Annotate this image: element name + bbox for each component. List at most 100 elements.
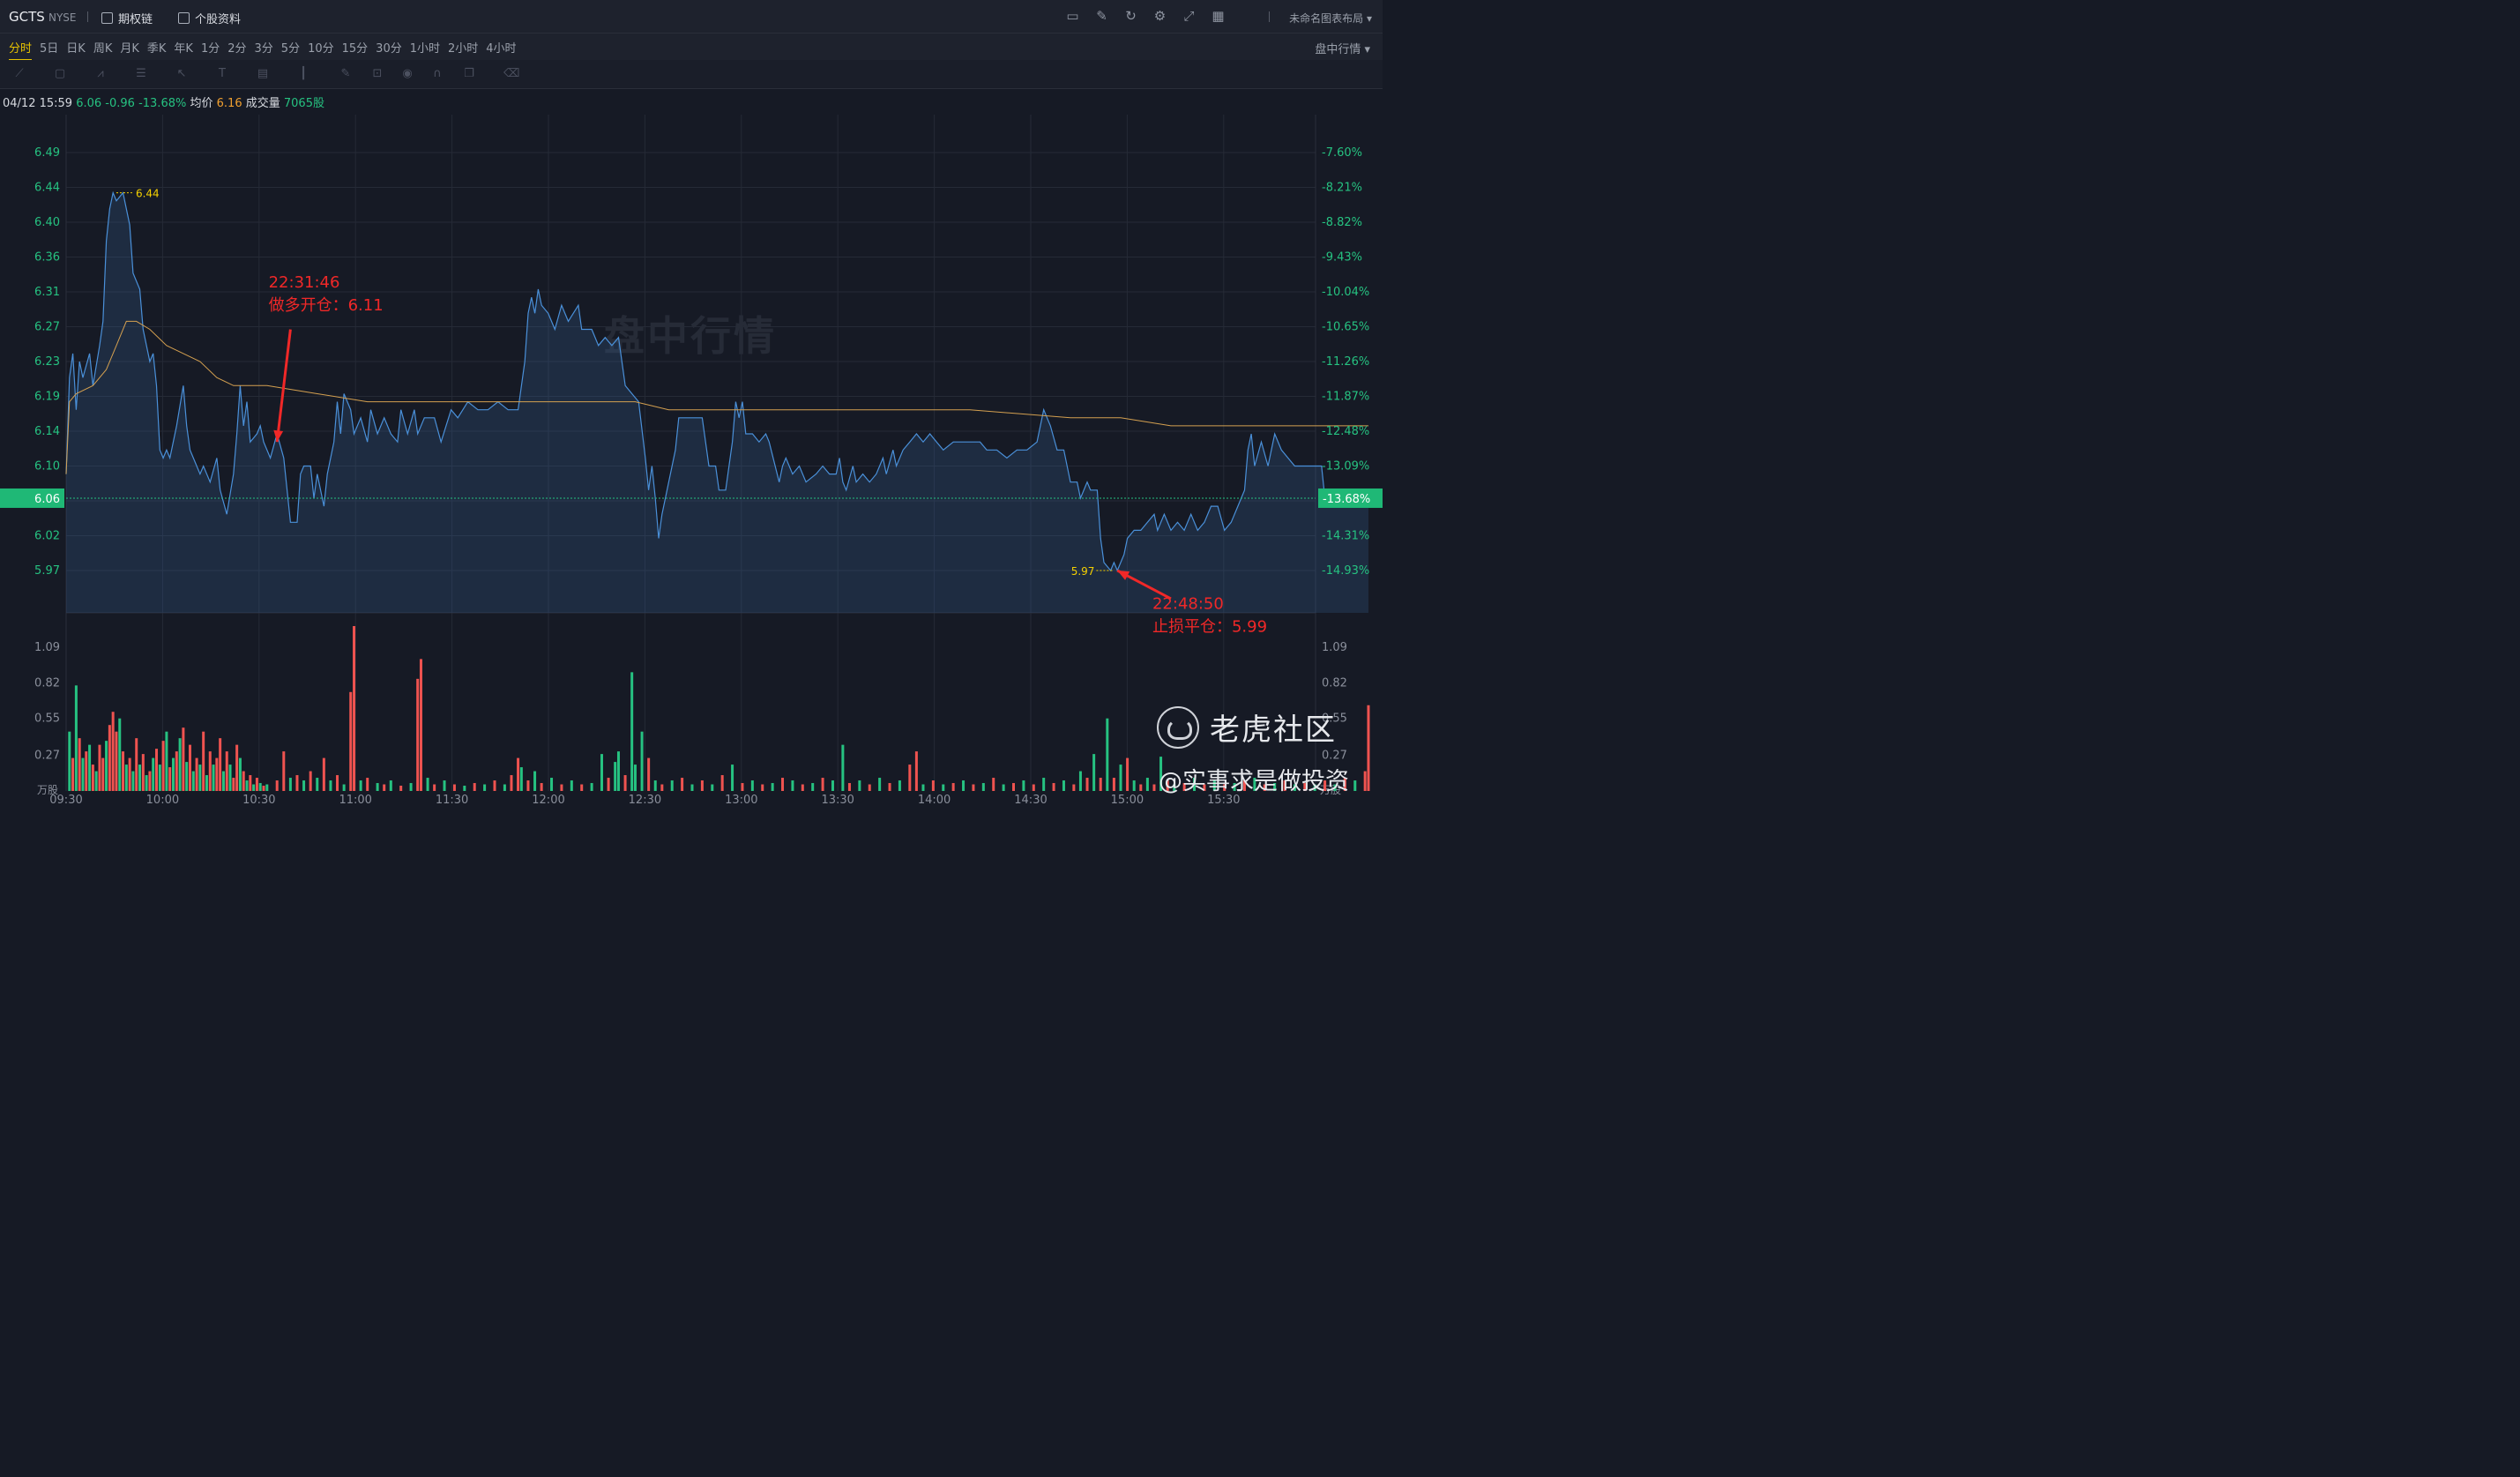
volume-bar	[242, 771, 245, 791]
period-tab[interactable]: 10分	[308, 42, 334, 56]
volume-bar	[519, 767, 523, 791]
volume-bar	[623, 775, 627, 791]
measure-icon[interactable]: ┃	[300, 67, 307, 80]
market-mode-selector[interactable]: 盘中行情 ▾	[1315, 43, 1370, 56]
volume-bar	[182, 727, 185, 791]
volume-bar	[329, 780, 332, 791]
volume-bar	[888, 783, 891, 791]
volume-bar	[316, 778, 319, 791]
rectangle-icon[interactable]: ▢	[54, 67, 66, 80]
volume-bar	[858, 780, 861, 791]
volume-bar	[282, 751, 286, 791]
period-tab[interactable]: 2分	[227, 42, 247, 56]
eye-icon[interactable]: ◉	[402, 67, 413, 80]
time-tick-label: 10:00	[146, 794, 179, 807]
current-price-label: 6.06	[34, 493, 60, 506]
volume-bar	[74, 685, 78, 791]
pencil-icon[interactable]: ✎	[340, 67, 351, 80]
time-tick-label: 14:30	[1014, 794, 1047, 807]
refresh-icon[interactable]: ↻	[1125, 8, 1137, 24]
period-tab[interactable]: 日K	[66, 42, 86, 56]
period-tab[interactable]: 月K	[120, 42, 139, 56]
period-tab[interactable]: 5日	[40, 42, 59, 56]
volume-bar	[245, 780, 249, 791]
grid-layout-icon[interactable]: ▦	[1212, 8, 1225, 24]
ticker-symbol[interactable]: GCTS	[9, 9, 45, 25]
pct-tick-label: -11.26%	[1322, 355, 1369, 369]
volume-bar	[158, 765, 161, 791]
time-tick-label: 15:00	[1111, 794, 1144, 807]
period-tab[interactable]: 2小时	[448, 42, 479, 56]
volume-bar	[510, 775, 513, 791]
wave-icon[interactable]: ⩘	[97, 67, 104, 80]
volume-bar	[660, 784, 664, 791]
volume-bar	[275, 780, 279, 791]
volume-bar	[168, 767, 172, 791]
volume-bar	[517, 757, 520, 791]
pct-tick-label: -9.43%	[1322, 251, 1362, 265]
volume-bar	[847, 783, 851, 791]
volume-bar	[560, 784, 563, 791]
volume-bar	[962, 780, 966, 791]
volume-bar	[349, 691, 353, 791]
volume-bar	[452, 784, 456, 791]
magnet-icon[interactable]: ∩	[433, 67, 442, 80]
period-tab[interactable]: 1分	[200, 42, 220, 56]
volume-bar	[1333, 784, 1337, 791]
volume-bar	[122, 751, 125, 791]
author-handle: @实事求是做投资	[1159, 768, 1349, 795]
volume-bar	[781, 778, 785, 791]
period-tab[interactable]: 4小时	[486, 42, 517, 56]
top-bar: GCTS NYSE 期权链 个股资料 ▭ ✎ ↻ ⚙ ⤢ ▦ 未命名图表布局 ▾	[0, 0, 1383, 34]
period-tab[interactable]: 季K	[146, 42, 167, 56]
brand-watermark: 老虎社区	[1157, 705, 1337, 749]
intraday-chart[interactable]: 盘中行情 6.49 6.44 6.40 6.36 6.31 6.27 6.23 6.19 6.14…	[0, 110, 1383, 810]
period-tab[interactable]: 5分	[280, 42, 301, 56]
arrow-icon[interactable]: ↖	[176, 67, 187, 80]
fib-icon[interactable]: ☰	[136, 67, 146, 80]
annotation-arrowhead	[1117, 571, 1130, 580]
volume-bar	[1233, 783, 1236, 791]
current-pct-badge	[1318, 488, 1383, 508]
annotation-label: 止损平仓：5.99	[1152, 618, 1267, 637]
volume-bar	[614, 762, 617, 791]
volume-bar	[1303, 783, 1307, 791]
time-tick-label: 13:30	[821, 794, 854, 807]
pattern-icon[interactable]: ▤	[257, 67, 269, 80]
period-tab[interactable]: 15分	[341, 42, 369, 56]
lock-icon[interactable]: ⊡	[372, 67, 383, 80]
volume-bar	[821, 778, 824, 791]
volume-bar	[600, 754, 603, 791]
period-tab[interactable]: 1小时	[409, 42, 440, 56]
period-tab[interactable]: 30分	[376, 42, 402, 56]
stock-profile-link[interactable]: 个股资料	[178, 10, 241, 26]
volume-bar	[124, 765, 128, 791]
time-tick-label: 11:30	[436, 794, 468, 807]
volume-bar	[111, 712, 115, 791]
edit-icon[interactable]: ✎	[1096, 8, 1107, 24]
settings-icon[interactable]: ⚙	[1153, 8, 1167, 24]
trash-icon[interactable]: ⌫	[503, 67, 520, 80]
indicator-icon[interactable]: ▭	[1066, 8, 1079, 24]
volume-bar	[1106, 718, 1109, 791]
chart-icon	[101, 12, 113, 24]
volume-bar	[221, 771, 225, 791]
trend-line-icon[interactable]: ⟋	[15, 67, 24, 80]
clone-icon[interactable]: ❐	[464, 67, 474, 80]
volume-bar	[503, 784, 506, 791]
volume-bar	[225, 751, 228, 791]
volume-bar	[376, 783, 379, 791]
volume-bar	[215, 757, 219, 791]
period-tab[interactable]: 3分	[254, 42, 273, 56]
volume-bar	[359, 780, 362, 791]
options-chain-link[interactable]: 期权链	[101, 10, 153, 26]
period-tab[interactable]: 周K	[93, 42, 113, 56]
volume-bar	[1363, 771, 1367, 791]
volume-tick-label-right: 0.55	[1322, 712, 1347, 726]
period-tab[interactable]: 分时	[9, 39, 33, 61]
period-tab[interactable]: 年K	[174, 42, 193, 56]
volume-bar	[653, 780, 657, 791]
layout-selector[interactable]: 未命名图表布局 ▾	[1289, 12, 1372, 25]
fullscreen-icon[interactable]: ⤢	[1183, 8, 1195, 24]
text-icon[interactable]: T	[219, 67, 226, 80]
